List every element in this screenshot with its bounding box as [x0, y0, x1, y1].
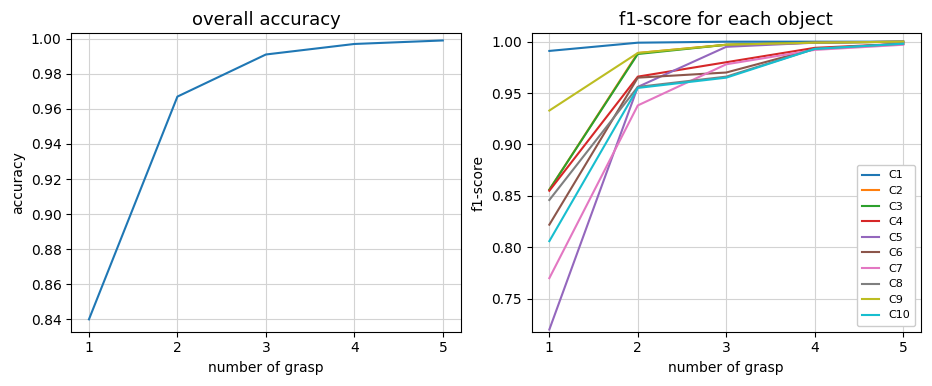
C9 [898, 39, 909, 44]
C7 [632, 103, 643, 108]
Line: C5: C5 [549, 42, 903, 330]
Legend: C1, C2, C3, C4, C5, C6, C7, C8, C9, C10: C1, C2, C3, C4, C5, C6, C7, C8, C9, C10 [857, 165, 915, 326]
C7 [543, 276, 555, 281]
Line: C1: C1 [549, 42, 903, 51]
C3 [543, 188, 555, 192]
C5 [809, 41, 820, 45]
C8 [720, 74, 732, 79]
C9 [720, 42, 732, 47]
Line: C9: C9 [549, 42, 903, 110]
C10 [898, 41, 909, 46]
Line: C8: C8 [549, 44, 903, 200]
C3 [720, 42, 732, 47]
X-axis label: number of grasp: number of grasp [668, 361, 784, 375]
C9 [809, 41, 820, 45]
Y-axis label: f1-score: f1-score [472, 154, 486, 210]
C10 [809, 47, 820, 51]
C6 [809, 47, 820, 51]
C1 [543, 49, 555, 53]
C5 [632, 85, 643, 89]
C4 [543, 188, 555, 193]
C10 [543, 239, 555, 244]
Line: C10: C10 [549, 44, 903, 241]
C6 [720, 70, 732, 75]
Line: C6: C6 [549, 44, 903, 225]
Title: f1-score for each object: f1-score for each object [620, 11, 833, 29]
C3 [809, 41, 820, 45]
C4 [898, 41, 909, 46]
C2 [809, 41, 820, 45]
C4 [632, 74, 643, 79]
C2 [898, 39, 909, 44]
C9 [632, 51, 643, 55]
Line: C3: C3 [549, 42, 903, 190]
C8 [809, 47, 820, 51]
C2 [720, 42, 732, 47]
C8 [898, 41, 909, 46]
C5 [898, 39, 909, 44]
C8 [632, 85, 643, 89]
Title: overall accuracy: overall accuracy [191, 11, 340, 29]
Line: C4: C4 [549, 44, 903, 191]
C6 [543, 222, 555, 227]
C9 [543, 108, 555, 113]
C4 [809, 46, 820, 50]
C3 [632, 52, 643, 56]
C6 [632, 75, 643, 80]
C6 [898, 41, 909, 46]
Y-axis label: accuracy: accuracy [11, 151, 25, 214]
C5 [720, 44, 732, 49]
C1 [720, 39, 732, 44]
C8 [543, 198, 555, 202]
C7 [720, 62, 732, 67]
C10 [720, 75, 732, 80]
Line: C7: C7 [549, 45, 903, 278]
C3 [898, 39, 909, 44]
C2 [632, 51, 643, 55]
X-axis label: number of grasp: number of grasp [208, 361, 323, 375]
C1 [632, 41, 643, 45]
C7 [898, 42, 909, 47]
Line: C2: C2 [549, 42, 903, 190]
C1 [898, 39, 909, 44]
C1 [809, 39, 820, 44]
C7 [809, 47, 820, 52]
C4 [720, 60, 732, 64]
C10 [632, 86, 643, 90]
C2 [543, 188, 555, 192]
C5 [543, 327, 555, 332]
